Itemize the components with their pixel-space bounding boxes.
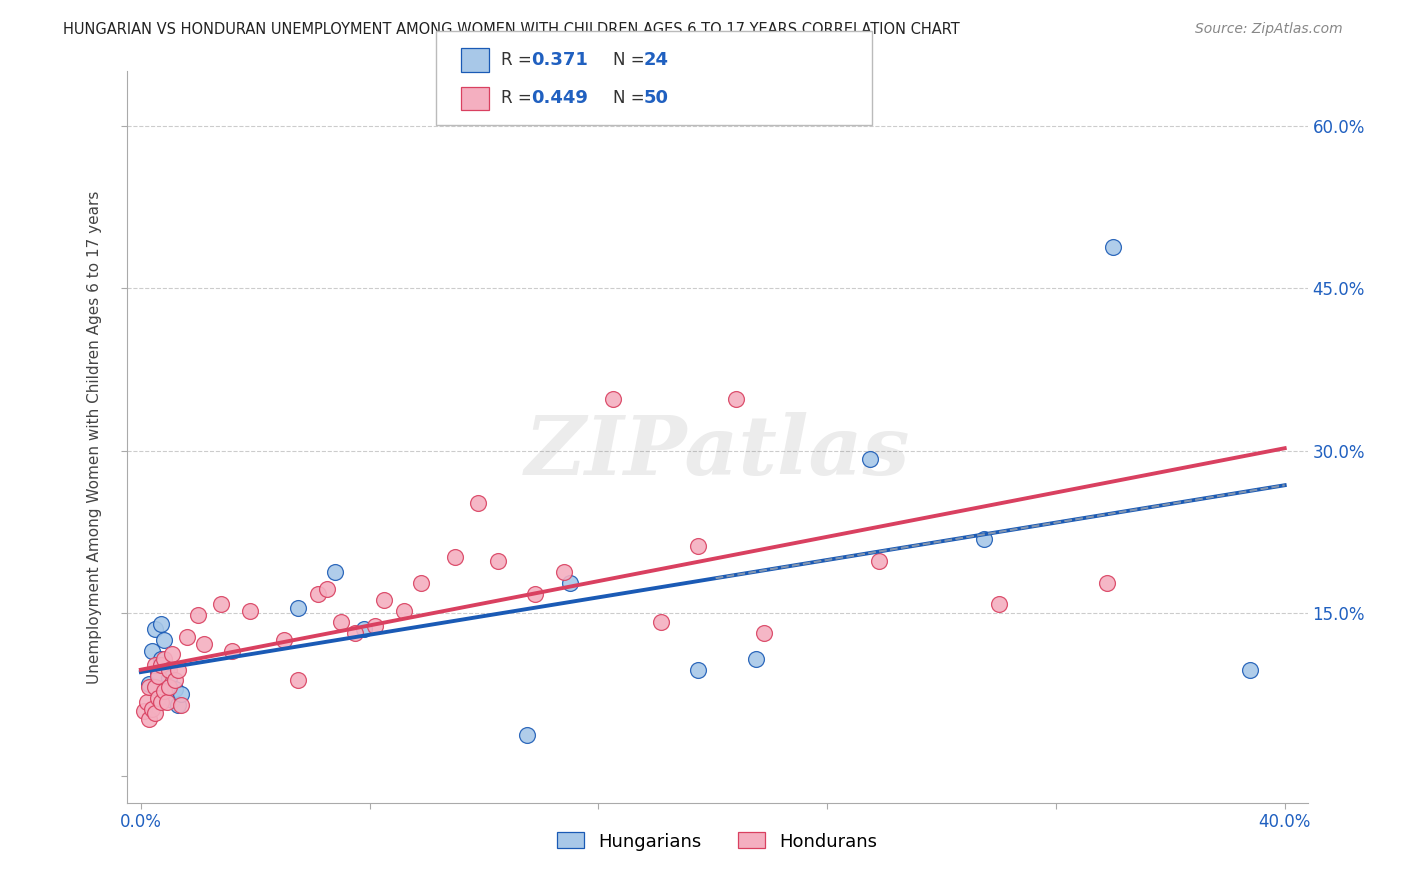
Point	[143, 680, 166, 694]
Text: Source: ZipAtlas.com: Source: ZipAtlas.com	[1195, 22, 1343, 37]
Point	[155, 660, 177, 674]
Point	[744, 651, 766, 665]
Point	[170, 698, 193, 713]
Point	[344, 625, 367, 640]
Point	[143, 658, 166, 673]
Point	[152, 651, 174, 665]
Point	[159, 680, 181, 694]
Point	[146, 690, 169, 705]
Point	[444, 549, 467, 564]
Point	[146, 665, 169, 680]
Point	[868, 554, 890, 568]
Point	[273, 633, 295, 648]
Point	[516, 727, 538, 741]
Point	[149, 617, 172, 632]
Point	[138, 712, 160, 726]
Point	[165, 673, 187, 688]
Point	[688, 663, 710, 677]
Point	[364, 619, 387, 633]
Y-axis label: Unemployment Among Women with Children Ages 6 to 17 years: Unemployment Among Women with Children A…	[87, 190, 103, 684]
Point	[221, 644, 243, 658]
Point	[323, 565, 346, 579]
Point	[170, 688, 193, 702]
Legend: Hungarians, Hondurans: Hungarians, Hondurans	[548, 823, 886, 860]
Point	[152, 633, 174, 648]
Point	[315, 582, 337, 597]
Point	[409, 575, 432, 590]
Point	[193, 636, 215, 650]
Point	[162, 648, 184, 662]
Point	[486, 554, 509, 568]
Point	[724, 392, 747, 406]
Point	[238, 604, 260, 618]
Point	[287, 673, 309, 688]
Point	[688, 539, 710, 553]
Point	[143, 623, 166, 637]
Text: HUNGARIAN VS HONDURAN UNEMPLOYMENT AMONG WOMEN WITH CHILDREN AGES 6 TO 17 YEARS : HUNGARIAN VS HONDURAN UNEMPLOYMENT AMONG…	[63, 22, 960, 37]
Point	[353, 623, 375, 637]
Text: 0.371: 0.371	[531, 51, 588, 70]
Point	[1102, 240, 1125, 254]
Point	[287, 600, 309, 615]
Point	[138, 676, 160, 690]
Point	[135, 695, 157, 709]
Point	[467, 495, 489, 509]
Point	[146, 669, 169, 683]
Point	[187, 608, 209, 623]
Point	[973, 533, 995, 547]
Point	[650, 615, 672, 629]
Point	[155, 695, 177, 709]
Text: N =: N =	[613, 51, 650, 70]
Point	[149, 658, 172, 673]
Point	[141, 644, 163, 658]
Point	[162, 693, 184, 707]
Point	[987, 598, 1010, 612]
Point	[165, 681, 187, 696]
Point	[558, 575, 581, 590]
Point	[330, 615, 353, 629]
Point	[167, 698, 190, 713]
Text: R =: R =	[501, 51, 537, 70]
Text: 0.449: 0.449	[531, 89, 588, 107]
Point	[159, 671, 181, 685]
Text: ZIPatlas: ZIPatlas	[524, 412, 910, 491]
Point	[524, 587, 547, 601]
Point	[138, 680, 160, 694]
Point	[754, 625, 776, 640]
Text: 24: 24	[644, 51, 669, 70]
Point	[307, 587, 329, 601]
Point	[167, 663, 190, 677]
Point	[373, 593, 395, 607]
Point	[1097, 575, 1119, 590]
Point	[141, 701, 163, 715]
Point	[152, 684, 174, 698]
Point	[392, 604, 415, 618]
Text: R =: R =	[501, 89, 537, 107]
Point	[143, 706, 166, 720]
Point	[602, 392, 624, 406]
Point	[209, 598, 232, 612]
Point	[553, 565, 575, 579]
Point	[159, 663, 181, 677]
Text: N =: N =	[613, 89, 650, 107]
Point	[149, 651, 172, 665]
Point	[1239, 663, 1261, 677]
Point	[132, 704, 155, 718]
Point	[176, 630, 198, 644]
Point	[149, 695, 172, 709]
Text: 50: 50	[644, 89, 669, 107]
Point	[859, 452, 882, 467]
